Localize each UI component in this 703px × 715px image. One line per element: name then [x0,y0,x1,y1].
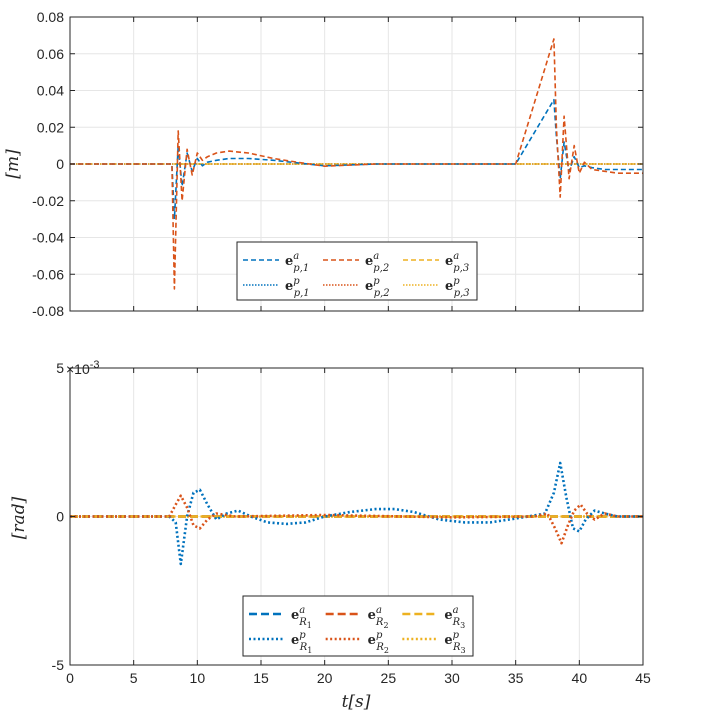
x-tick-label: 45 [635,670,651,686]
y-tick-label: 0.04 [37,83,64,99]
y-multiplier-label: ×10-3 [66,359,100,377]
legend-entry-6: ep p,3 [445,276,470,299]
legend-entry-1: ea R1 [291,605,312,630]
legend-box [242,595,474,657]
bottom-x-axis-label: t[s] [342,692,371,712]
y-multiplier-exponent: -3 [90,359,100,371]
x-tick-label: 30 [444,670,460,686]
y-tick-label: 0 [56,509,64,525]
legend-entry-4: ep p,1 [285,276,310,299]
legend-entry-3: ea R3 [444,605,465,630]
x-tick-label: 25 [381,670,397,686]
legend: ea R1 ea R2 ea R3 ep R1 ep R2 ep R3 [242,595,474,657]
y-tick-label: -5 [52,657,65,673]
x-tick-label: 0 [66,670,74,686]
legend-entry-1: ea p,1 [285,251,309,274]
y-tick-label: 0 [56,156,64,172]
legend-entry-3: ea p,3 [445,251,469,274]
series-line-4 [70,461,643,566]
top-y-axis-label: [m] [3,149,23,179]
x-tick-label: 20 [317,670,333,686]
legend-entry-2: ea p,2 [365,251,389,274]
y-tick-label: 0.02 [37,119,64,135]
y-tick-label: -0.04 [32,230,64,246]
series-line-2 [70,38,643,290]
y-tick-label: -0.06 [32,266,64,282]
y-tick-label: 0.06 [37,46,64,62]
y-tick-label: 5 [56,360,64,376]
legend-entry-6: ep R3 [444,630,465,655]
x-tick-label: 10 [190,670,206,686]
legend-entry-2: ea R2 [368,605,389,630]
legend: ea p,1 ea p,2 ea p,3 ep p,1 ep p,2 ep p,3 [236,241,478,301]
y-tick-label: -0.02 [32,193,64,209]
legend-box [236,241,478,301]
bottom-y-axis-label: [rad] [9,496,29,539]
legend-entry-5: ep p,2 [365,276,390,299]
x-tick-label: 5 [130,670,138,686]
x-tick-label: 40 [572,670,588,686]
top-axes: -0.08 -0.06 -0.04 -0.02 0 0.02 0.04 0.06 0.08 ea p… [32,9,644,319]
legend-entry-4: ep R1 [291,630,312,655]
y-tick-label: -0.08 [32,303,64,319]
x-tick-label: 35 [508,670,524,686]
y-multiplier-base: ×10 [66,361,90,377]
x-tick-label: 15 [253,670,269,686]
legend-entry-5: ep R2 [368,630,389,655]
y-tick-label: 0.08 [37,9,64,25]
